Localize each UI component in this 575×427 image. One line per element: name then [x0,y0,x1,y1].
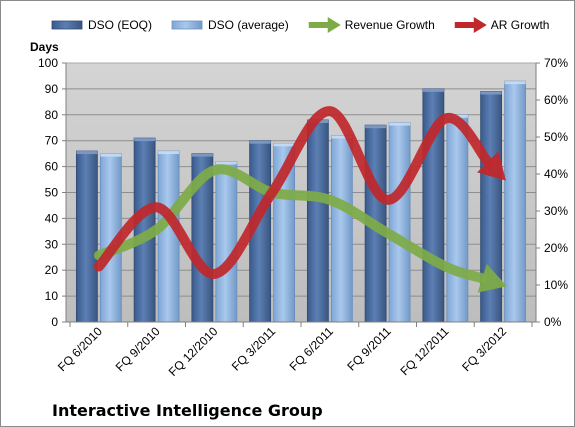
legend-swatch-dso-average [171,20,203,30]
y-tick-label: 40 [45,211,59,225]
legend-arrowhead-ar-growth [473,17,487,33]
legend-label-ar-growth: AR Growth [491,18,550,32]
bar-cap [422,88,444,92]
x-tick-label: FQ 3/2012 [459,324,509,374]
bar-cap [249,140,271,144]
bar-cap [504,81,526,85]
legend-arrowhead-revenue-growth [327,17,341,33]
bar-cap [215,161,237,165]
bar-dso-average [330,135,353,323]
bar-dso-average [215,161,238,323]
legend-swatch-dso-eoq [51,20,83,30]
legend: DSO (EOQ) DSO (average) Revenue Growth AR G… [51,17,550,33]
y2-tick-label: 20% [544,241,568,255]
bar-cap [331,135,353,139]
y2-tick-label: 50% [544,130,568,144]
bar-cap [480,91,502,95]
y2-tick-label: 0% [544,315,562,329]
bar-dso-average [388,122,411,323]
company-annotation: Interactive Intelligence Group [52,401,323,420]
x-tick-label: FQ 6/2010 [55,324,105,374]
y2-tick-label: 30% [544,204,568,218]
y-tick-label: 50 [45,186,59,200]
x-tick-label: FQ 12/2010 [166,324,221,379]
bar-cap [100,153,122,157]
revenue-growth-line [93,164,488,284]
x-tick-label: FQ 6/2011 [287,324,337,374]
bar-dso-eoq [75,150,98,323]
y2-tick-label: 70% [544,56,568,70]
legend-label-dso-average: DSO (average) [208,18,289,32]
y-tick-label: 10 [45,289,59,303]
bar-cap [134,138,156,142]
bar-cap [389,122,411,126]
bar-dso-eoq [306,119,329,323]
bar-dso-average [504,80,527,323]
x-tick-label: FQ 9/2011 [344,324,394,374]
bar-cap [76,151,98,155]
ar-growth-arrowhead [477,151,506,181]
x-tick-label: FQ 12/2011 [397,324,451,378]
bar-cap [158,151,180,155]
bar-cap [191,153,213,157]
y2-tick-label: 60% [544,93,568,107]
bar-cap [365,125,387,129]
bar-cap [273,143,295,147]
y-tick-label: 80 [45,108,59,122]
bar-dso-average [157,150,180,323]
y-tick-label: 60 [45,160,59,174]
revenue-growth-arrowhead [477,264,507,293]
x-tick-label: FQ 3/2011 [229,324,279,374]
y-tick-label: 0 [51,315,58,329]
y-tick-label: 20 [45,263,59,277]
y-axis-title: Days [30,40,59,54]
y2-tick-label: 10% [544,278,568,292]
x-tick-label: FQ 9/2010 [113,324,163,374]
growth-arrows [93,106,507,293]
bars [75,80,527,323]
y-tick-label: 100 [38,56,58,70]
y-tick-label: 90 [45,82,59,96]
y-tick-label: 70 [45,134,59,148]
legend-label-revenue-growth: Revenue Growth [345,18,435,32]
legend-label-dso-eoq: DSO (EOQ) [88,18,152,32]
y-tick-label: 30 [45,237,59,251]
y2-tick-label: 40% [544,167,568,181]
ar-growth-line [93,106,493,279]
bar-dso-average [446,114,469,323]
